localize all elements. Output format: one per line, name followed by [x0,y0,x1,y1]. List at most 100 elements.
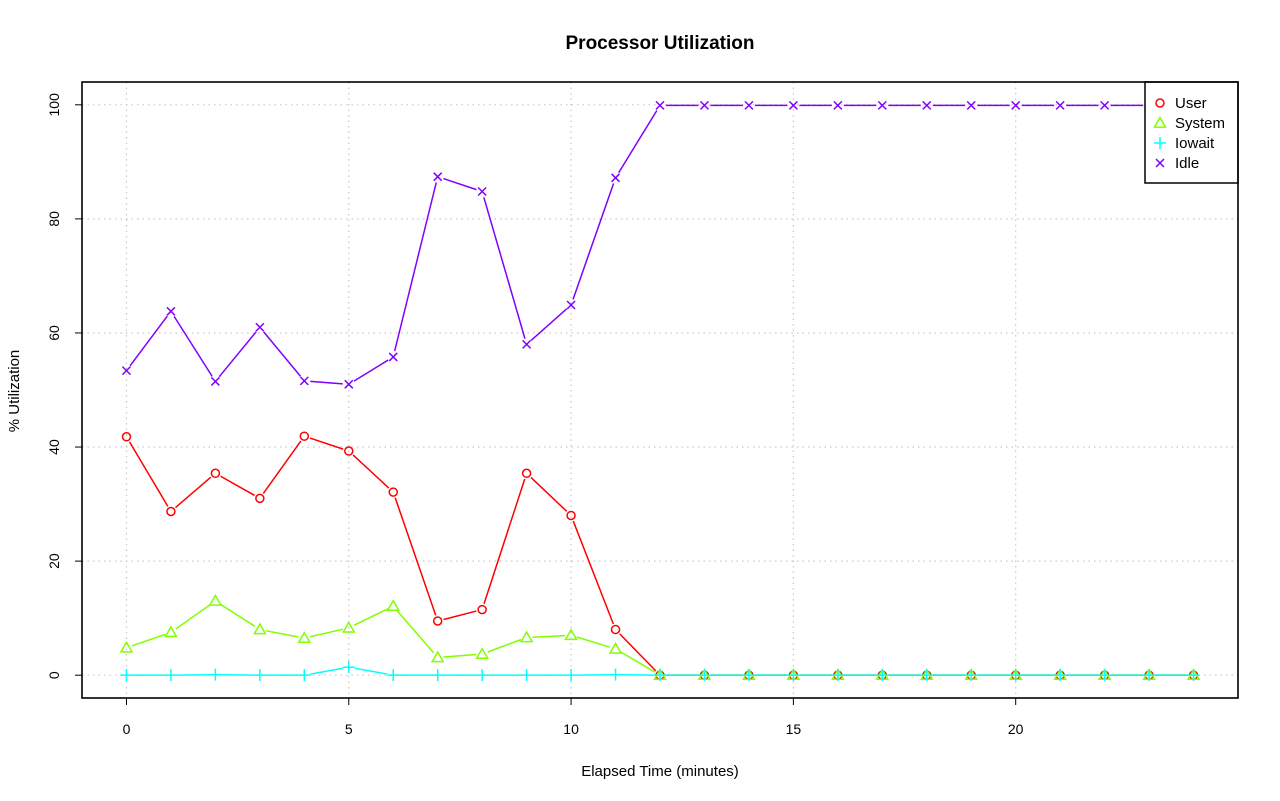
data-point-idle [788,100,798,110]
data-point-user [210,468,221,479]
series-segment-system [175,603,211,630]
x-tick-label: 15 [786,721,802,737]
y-tick-label: 80 [46,211,62,227]
x-tick-label: 5 [345,721,353,737]
grid-lines [82,82,1238,698]
series-idle [121,100,1199,389]
data-point-iowait [253,669,266,682]
series-segment-user [530,476,568,512]
data-point-system [208,594,223,606]
series-segment-idle [618,110,658,174]
data-point-idle [699,100,709,110]
data-point-system [608,641,623,654]
series-segment-user [128,441,169,507]
series-segment-idle [393,182,437,352]
data-point-user [388,487,398,497]
data-point-iowait [1098,669,1111,682]
y-tick-label: 60 [46,325,62,341]
data-point-iowait [520,669,533,682]
data-point-iowait [476,669,489,682]
data-point-system [297,631,312,643]
data-point-idle [1100,100,1110,110]
series-segment-system [220,603,256,627]
data-point-idle [1011,100,1021,110]
data-point-idle [433,172,443,182]
data-point-system [386,599,401,612]
legend-label-idle: Idle [1175,155,1199,172]
data-point-user [166,506,176,517]
series-user [121,431,1199,680]
data-point-idle [744,100,754,110]
series-segment-idle [443,177,477,191]
data-point-system [119,640,134,653]
series-segment-idle [353,359,389,382]
data-point-iowait [920,669,933,682]
data-point-iowait [698,669,711,682]
y-tick-label: 0 [46,671,62,679]
data-point-system [253,622,267,635]
x-tick-label: 10 [563,721,579,737]
x-axis-label: Elapsed Time (minutes) [581,763,739,780]
series-segment-system [131,633,166,647]
series-segment-system [443,653,477,658]
series-iowait [120,661,1200,682]
data-point-iowait [831,669,844,682]
data-point-iowait [609,668,622,681]
data-point-iowait [787,669,800,682]
data-point-iowait [387,669,400,682]
data-point-iowait [965,669,978,682]
data-point-iowait [164,669,177,682]
series-system [119,594,1201,681]
legend-label-system: System [1175,115,1225,132]
series-segment-system [532,634,566,638]
series-segment-idle [572,183,615,300]
data-point-user [477,604,487,615]
series-segment-system [620,651,656,673]
y-tick-label: 40 [46,439,62,455]
data-point-idle [611,173,621,183]
series-segment-user [352,454,390,489]
data-point-iowait [342,661,355,674]
data-point-user [121,432,132,442]
chart-title: Processor Utilization [566,33,755,54]
series-segment-idle [310,380,343,385]
series-segment-idle [263,331,302,377]
data-point-iowait [209,668,222,681]
series-segment-user [483,478,526,605]
series-segment-system [576,636,611,648]
y-tick-label: 100 [46,93,62,117]
data-point-iowait [876,669,889,682]
data-point-user [255,493,265,504]
data-point-idle [1055,100,1065,110]
legend: User System Iowait Idle [1144,81,1239,184]
data-point-idle [210,376,220,386]
data-point-user [566,510,576,521]
series-segment-idle [129,315,168,367]
data-point-idle [166,306,176,316]
data-point-iowait [120,669,133,682]
series-segment-system [353,608,389,626]
series-segment-system [309,628,344,638]
data-point-system [341,620,356,633]
legend-marker-iowait [1154,137,1166,149]
data-point-user [521,468,532,479]
series-lines [119,100,1201,682]
x-tick-label: 20 [1008,721,1024,737]
data-point-user [432,616,443,626]
data-point-idle [255,322,265,332]
data-point-system [519,630,534,643]
series-segment-idle [173,315,213,377]
data-point-iowait [298,669,311,682]
data-point-iowait [654,669,666,682]
series-segment-user [220,475,255,497]
x-tick-label: 0 [123,721,131,737]
series-segment-iowait [310,667,343,675]
series-segment-user [443,610,477,621]
data-point-iowait [1054,669,1067,682]
series-segment-user [174,476,212,509]
y-tick-label: 20 [46,553,62,569]
data-point-user [344,446,354,456]
data-point-system [164,625,178,638]
legend-marker-user [1155,98,1165,108]
